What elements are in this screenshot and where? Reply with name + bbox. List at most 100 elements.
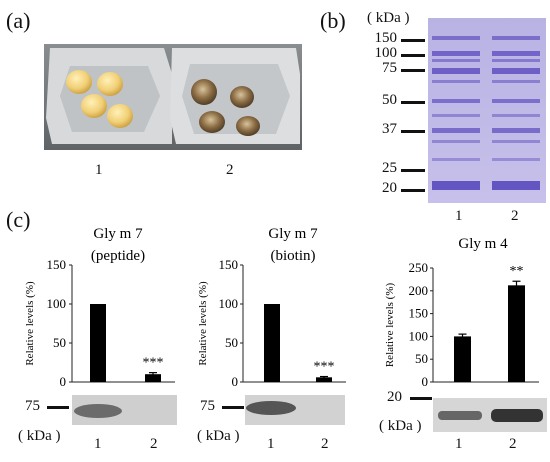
chart-title: Gly m 4	[458, 236, 508, 252]
bar-1	[454, 336, 471, 382]
blot2-lane-2: 2	[321, 436, 329, 452]
gel-band	[492, 51, 540, 56]
y-tick-label: 100	[409, 328, 429, 343]
y-tick-label: 50	[415, 351, 428, 366]
gel-marker-tick	[401, 39, 425, 42]
bean-damaged	[236, 116, 260, 136]
gel-band	[492, 99, 540, 103]
y-tick-label: 50	[53, 335, 66, 350]
gel-marker-20: 20	[382, 180, 397, 196]
y-tick-label: 250	[409, 260, 429, 275]
blot-band	[438, 411, 482, 420]
gel-marker-50: 50	[382, 92, 397, 108]
y-tick-label: 200	[409, 283, 429, 298]
gel-band	[432, 158, 480, 161]
blot1-unit: ( kDa )	[18, 428, 61, 444]
y-tick-label: 100	[219, 296, 239, 311]
blot3-marker-tick	[410, 397, 432, 400]
blot2-lane-1: 1	[267, 436, 275, 452]
gel-background	[428, 18, 546, 203]
gel-band	[492, 128, 540, 133]
bean-healthy	[66, 70, 92, 94]
bean-damaged	[191, 79, 217, 105]
blot-band	[246, 401, 296, 415]
blot2-marker-tick	[222, 406, 244, 409]
gel-band	[432, 99, 480, 103]
western-blot-3	[433, 398, 547, 432]
bean-healthy	[81, 94, 107, 118]
gel-marker-tick	[401, 69, 425, 72]
gel-band	[432, 80, 480, 83]
gel-marker-75: 75	[382, 60, 397, 76]
bean-healthy	[107, 104, 133, 128]
bar-2	[145, 374, 161, 382]
bean-damaged	[199, 111, 225, 133]
panel-label-c: (c)	[6, 207, 31, 232]
gel-band	[432, 181, 480, 190]
gel-marker-37: 37	[382, 121, 397, 137]
blot1-lane-2: 2	[150, 436, 158, 452]
chart-title: (biotin)	[271, 248, 316, 264]
y-tick-label: 150	[47, 257, 67, 272]
y-axis-label: Relative levels (%)	[24, 281, 36, 366]
y-axis-label: Relative levels (%)	[384, 283, 396, 368]
y-tick-label: 50	[225, 335, 238, 350]
bean-damaged	[230, 86, 254, 108]
gel-band	[492, 59, 540, 62]
blot3-lane-1: 1	[455, 436, 463, 452]
blot2-marker: 75	[200, 398, 215, 414]
bar-1	[264, 304, 280, 382]
gel-marker-tick	[401, 130, 425, 133]
gel-marker-tick	[401, 54, 425, 57]
blot3-unit: ( kDa )	[379, 418, 422, 434]
gel-band	[432, 68, 480, 74]
gel-marker-100: 100	[374, 45, 398, 61]
gel-unit-label: ( kDa )	[367, 10, 410, 26]
y-tick-label: 0	[60, 374, 67, 389]
sds-page-gel	[428, 18, 546, 203]
blot-band	[74, 404, 122, 418]
gel-marker-tick	[401, 189, 425, 192]
gel-marker-150: 150	[374, 30, 398, 46]
significance-marker: ***	[314, 360, 335, 375]
panel-label-b: (b)	[320, 8, 346, 33]
gel-marker-25: 25	[382, 160, 397, 176]
gel-band	[492, 114, 540, 117]
y-tick-label: 150	[219, 257, 239, 272]
blot1-marker-tick	[47, 406, 69, 409]
photo-lane-2: 2	[226, 162, 234, 178]
y-axis-label: Relative levels (%)	[197, 281, 209, 366]
panel-label-a: (a)	[6, 8, 31, 33]
significance-marker: **	[510, 264, 524, 279]
gel-lane-2: 2	[511, 208, 519, 224]
gel-band	[432, 128, 480, 133]
bar-2	[316, 377, 332, 382]
western-blot-2	[245, 395, 345, 425]
gel-band	[432, 140, 480, 143]
gel-band	[492, 80, 540, 83]
blot-band	[491, 409, 543, 422]
blot3-marker: 20	[387, 389, 402, 405]
gel-band	[492, 158, 540, 161]
chart-title: Gly m 7	[268, 226, 318, 242]
gel-band	[432, 36, 480, 40]
gel-band	[492, 181, 540, 190]
blot1-marker: 75	[25, 398, 40, 414]
blot2-unit: ( kDa )	[197, 428, 240, 444]
gel-marker-tick	[401, 101, 425, 104]
gel-band	[432, 114, 480, 117]
significance-marker: ***	[143, 356, 164, 371]
chart-title: (peptide)	[91, 248, 145, 264]
gel-lane-1: 1	[455, 208, 463, 224]
gel-band	[492, 68, 540, 74]
gel-band	[432, 59, 480, 62]
bar-1	[90, 304, 106, 382]
gel-marker-tick	[401, 169, 425, 172]
y-tick-label: 150	[409, 306, 429, 321]
photo-lane-1: 1	[95, 162, 103, 178]
gel-band	[432, 51, 480, 56]
bean-healthy	[97, 72, 123, 96]
western-blot-1	[72, 395, 177, 425]
blot3-lane-2: 2	[509, 436, 517, 452]
